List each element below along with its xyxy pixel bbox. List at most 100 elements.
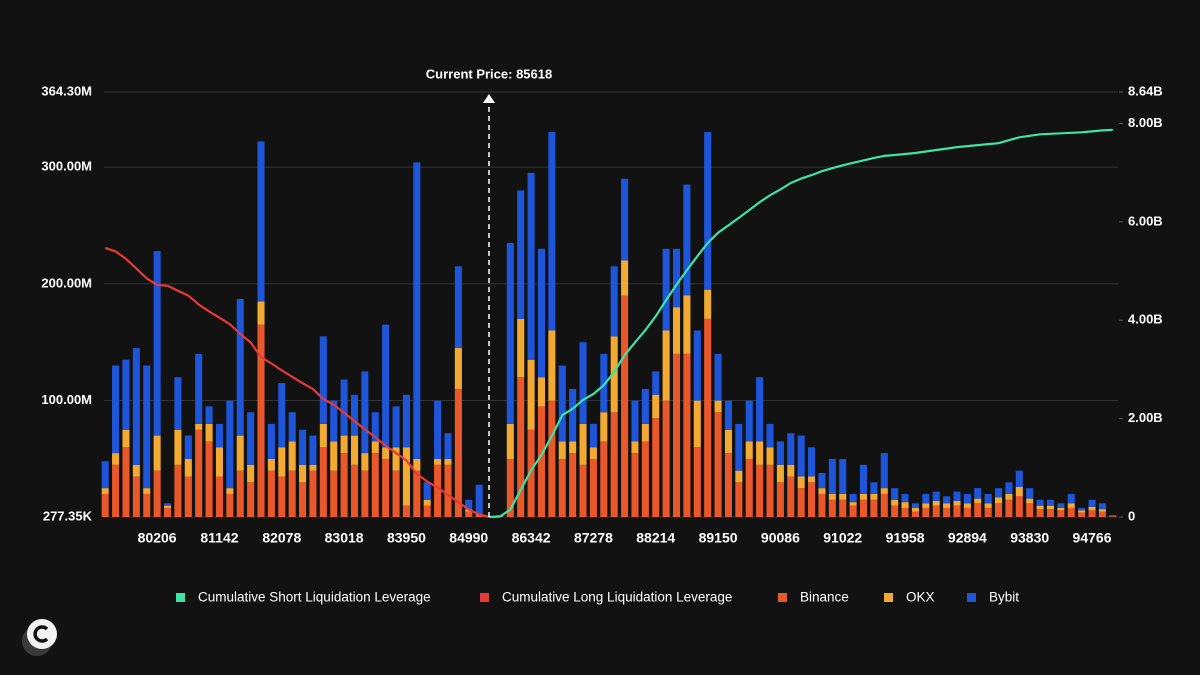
bar-segment xyxy=(787,433,795,465)
bar-segment xyxy=(963,507,971,517)
bar-segment xyxy=(278,447,286,477)
bar-segment xyxy=(517,377,525,517)
legend-swatch xyxy=(967,593,976,602)
bar-segment xyxy=(683,353,691,517)
bar-segment xyxy=(112,453,120,465)
bar-segment xyxy=(309,470,317,517)
bar-segment xyxy=(911,511,919,517)
bar-segment xyxy=(527,359,535,430)
bar-segment xyxy=(434,464,442,517)
bar-segment xyxy=(132,348,140,465)
bar-segment xyxy=(340,435,348,454)
bar-segment xyxy=(278,476,286,517)
bar-segment xyxy=(1109,516,1117,517)
bar-segment xyxy=(122,359,130,430)
legend-label: Cumulative Long Liquidation Leverage xyxy=(502,590,732,605)
bar-segment xyxy=(735,482,743,517)
bar-segment xyxy=(631,441,639,454)
bar-segment xyxy=(693,330,701,401)
bar-segment xyxy=(953,505,961,517)
legend: Cumulative Short Liquidation Leverage Cum… xyxy=(176,590,1019,605)
bar-segment xyxy=(184,476,192,517)
bar-segment xyxy=(787,476,795,517)
bar-segment xyxy=(558,458,566,517)
bar-segment xyxy=(672,353,681,517)
bar-segment xyxy=(839,499,847,517)
bar-segment xyxy=(330,441,338,471)
bar-segment xyxy=(226,400,234,489)
bar-segment xyxy=(330,400,338,442)
bar-segment xyxy=(527,429,535,517)
bar-segment xyxy=(330,470,338,517)
bar-segment xyxy=(454,266,462,349)
bar-segment xyxy=(828,458,836,494)
bar-segment xyxy=(1078,510,1086,513)
axes: 277.35K 100.00M 200.00M 300.00M 364.30M 0 2.00… xyxy=(41,83,1162,545)
bar-segment xyxy=(195,429,203,517)
bar-segment xyxy=(1005,499,1013,517)
bar-segment xyxy=(589,423,597,448)
x-tick-label: 91022 xyxy=(823,530,862,546)
bar-segment xyxy=(610,266,618,337)
bar-segment xyxy=(226,493,234,517)
bar-segment xyxy=(454,388,462,517)
bar-segment xyxy=(1015,496,1023,517)
bar-segment xyxy=(828,493,836,500)
bar-segment xyxy=(672,307,681,354)
current-price-arrow xyxy=(483,94,495,103)
bar-segment xyxy=(267,423,275,459)
bar-segment xyxy=(641,423,649,442)
bar-segment xyxy=(361,453,369,471)
bar-segment xyxy=(932,505,940,517)
bar-segment xyxy=(371,441,379,454)
legend-swatch xyxy=(778,593,787,602)
bar-segment xyxy=(392,406,400,448)
bar-segment xyxy=(153,470,161,517)
x-tick-label: 83018 xyxy=(325,530,364,546)
lines xyxy=(104,128,1113,519)
bar-segment xyxy=(766,447,774,465)
bar-segment xyxy=(423,482,431,500)
bar-segment xyxy=(579,342,587,424)
bar-segment xyxy=(454,348,462,389)
bar-segment xyxy=(392,470,400,517)
bar-segment xyxy=(340,379,348,436)
bar-segment xyxy=(143,365,151,489)
bar-segment xyxy=(756,464,764,517)
bar-segment xyxy=(569,441,577,454)
bar-segment xyxy=(309,464,317,471)
bars xyxy=(101,132,1117,517)
bar-segment xyxy=(527,172,535,360)
bar-segment xyxy=(122,447,130,517)
bar-segment xyxy=(174,429,182,465)
bar-segment xyxy=(226,488,234,494)
bar-segment xyxy=(548,330,556,401)
bar-segment xyxy=(735,470,743,483)
bar-segment xyxy=(1015,470,1023,487)
bar-segment xyxy=(112,365,120,454)
bar-segment xyxy=(1036,505,1044,510)
bar-segment xyxy=(911,507,919,512)
bar-segment xyxy=(808,447,816,477)
bar-segment xyxy=(569,453,577,517)
bar-segment xyxy=(278,383,286,448)
bar-segment xyxy=(101,488,109,494)
bar-segment xyxy=(600,441,608,517)
y-tick-label: 277.35K xyxy=(43,508,93,523)
bar-segment xyxy=(839,458,847,494)
bar-segment xyxy=(465,511,473,517)
bar-segment xyxy=(787,464,795,477)
bar-segment xyxy=(101,493,109,517)
bar-segment xyxy=(475,484,483,514)
bar-segment xyxy=(340,453,348,517)
bar-segment xyxy=(984,503,992,508)
bar-segment xyxy=(247,482,255,517)
bar-segment xyxy=(1046,509,1055,517)
legend-label: Bybit xyxy=(989,590,1019,605)
bar-segment xyxy=(600,412,608,442)
bar-segment xyxy=(911,503,919,508)
bar-segment xyxy=(288,441,296,471)
bar-segment xyxy=(621,260,629,296)
